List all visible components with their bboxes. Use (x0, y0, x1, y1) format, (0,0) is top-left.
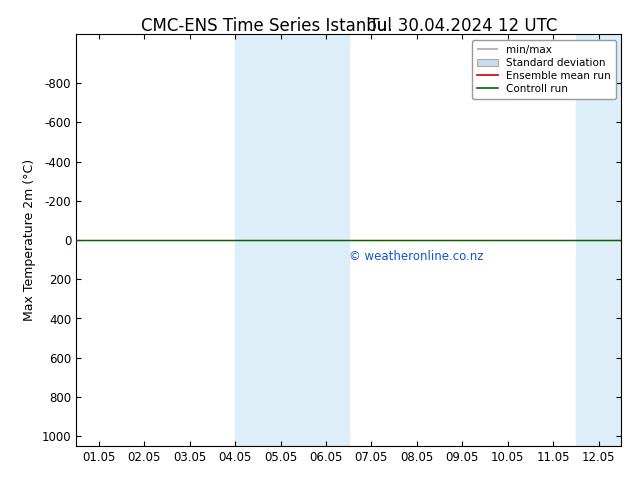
Y-axis label: Max Temperature 2m (°C): Max Temperature 2m (°C) (23, 159, 36, 321)
Text: Tu. 30.04.2024 12 UTC: Tu. 30.04.2024 12 UTC (368, 17, 557, 35)
Bar (576, 34, 634, 446)
Legend: min/max, Standard deviation, Ensemble mean run, Controll run: min/max, Standard deviation, Ensemble me… (472, 40, 616, 99)
Text: CMC-ENS Time Series Istanbul: CMC-ENS Time Series Istanbul (141, 17, 392, 35)
Bar (235, 34, 349, 446)
Text: © weatheronline.co.nz: © weatheronline.co.nz (349, 250, 483, 263)
